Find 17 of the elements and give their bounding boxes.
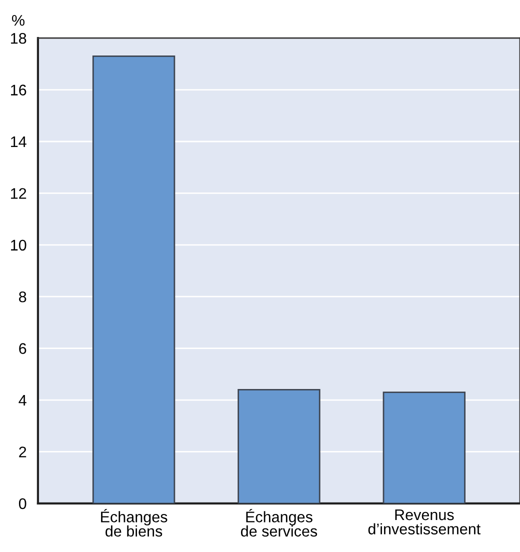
y-tick-label: 14 [11,136,26,148]
bar [92,55,176,504]
x-tick-label: Échanges de biens [101,508,168,537]
bar [382,392,466,504]
y-tick-label: 0 [18,498,26,510]
y-tick-label: 16 [11,84,26,96]
y-tick-label: 2 [19,446,26,458]
y-tick-label: 8 [19,291,26,302]
x-tick-label: Échanges de services [240,508,318,537]
x-tick-label: Revenus d’investissement [368,510,481,534]
y-tick-label: 18 [11,32,26,44]
y-tick-label: 6 [19,343,26,354]
y-tick-label: 12 [11,188,26,199]
y-tick-label: 4 [18,395,26,406]
bar [238,388,320,504]
y-axis-title: % [12,15,24,26]
y-tick-label: 10 [11,240,26,251]
